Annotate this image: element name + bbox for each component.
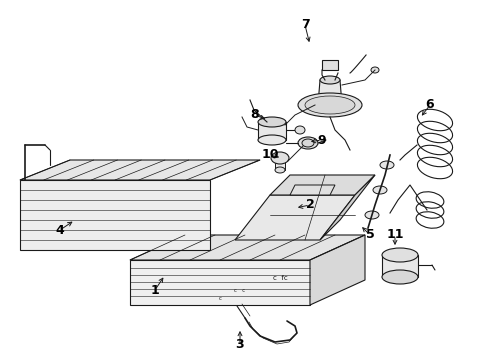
Ellipse shape [297,93,361,117]
Text: 3: 3 [235,338,244,351]
Ellipse shape [319,76,339,84]
Text: 7: 7 [300,18,309,31]
Ellipse shape [302,139,313,147]
Polygon shape [269,175,374,195]
Text: c: c [218,296,221,301]
Ellipse shape [379,161,393,169]
Polygon shape [20,160,260,180]
Polygon shape [258,122,285,140]
Text: 6: 6 [425,99,433,112]
Text: 5: 5 [365,229,374,242]
Text: c   c: c c [234,288,245,292]
Text: 4: 4 [56,224,64,237]
Polygon shape [130,235,364,260]
Ellipse shape [274,167,285,173]
Ellipse shape [258,117,285,127]
Polygon shape [274,158,285,170]
Text: c  fc: c fc [272,275,287,281]
Ellipse shape [270,152,288,164]
Polygon shape [289,185,334,195]
Ellipse shape [297,137,317,149]
Text: 9: 9 [317,134,325,147]
Polygon shape [309,235,364,305]
Text: 2: 2 [305,198,314,211]
Ellipse shape [294,126,305,134]
Polygon shape [381,255,417,277]
Text: 10: 10 [261,148,278,162]
Ellipse shape [305,96,354,114]
Polygon shape [317,80,341,105]
Polygon shape [20,180,209,250]
Polygon shape [321,60,337,70]
Ellipse shape [372,186,386,194]
Ellipse shape [364,211,378,219]
Text: 11: 11 [386,229,403,242]
Ellipse shape [381,270,417,284]
Polygon shape [130,260,309,305]
Ellipse shape [381,248,417,262]
Ellipse shape [258,135,285,145]
Polygon shape [319,175,374,240]
Text: 1: 1 [150,284,159,297]
Ellipse shape [370,67,378,73]
Text: 8: 8 [250,108,259,122]
Polygon shape [235,195,354,240]
